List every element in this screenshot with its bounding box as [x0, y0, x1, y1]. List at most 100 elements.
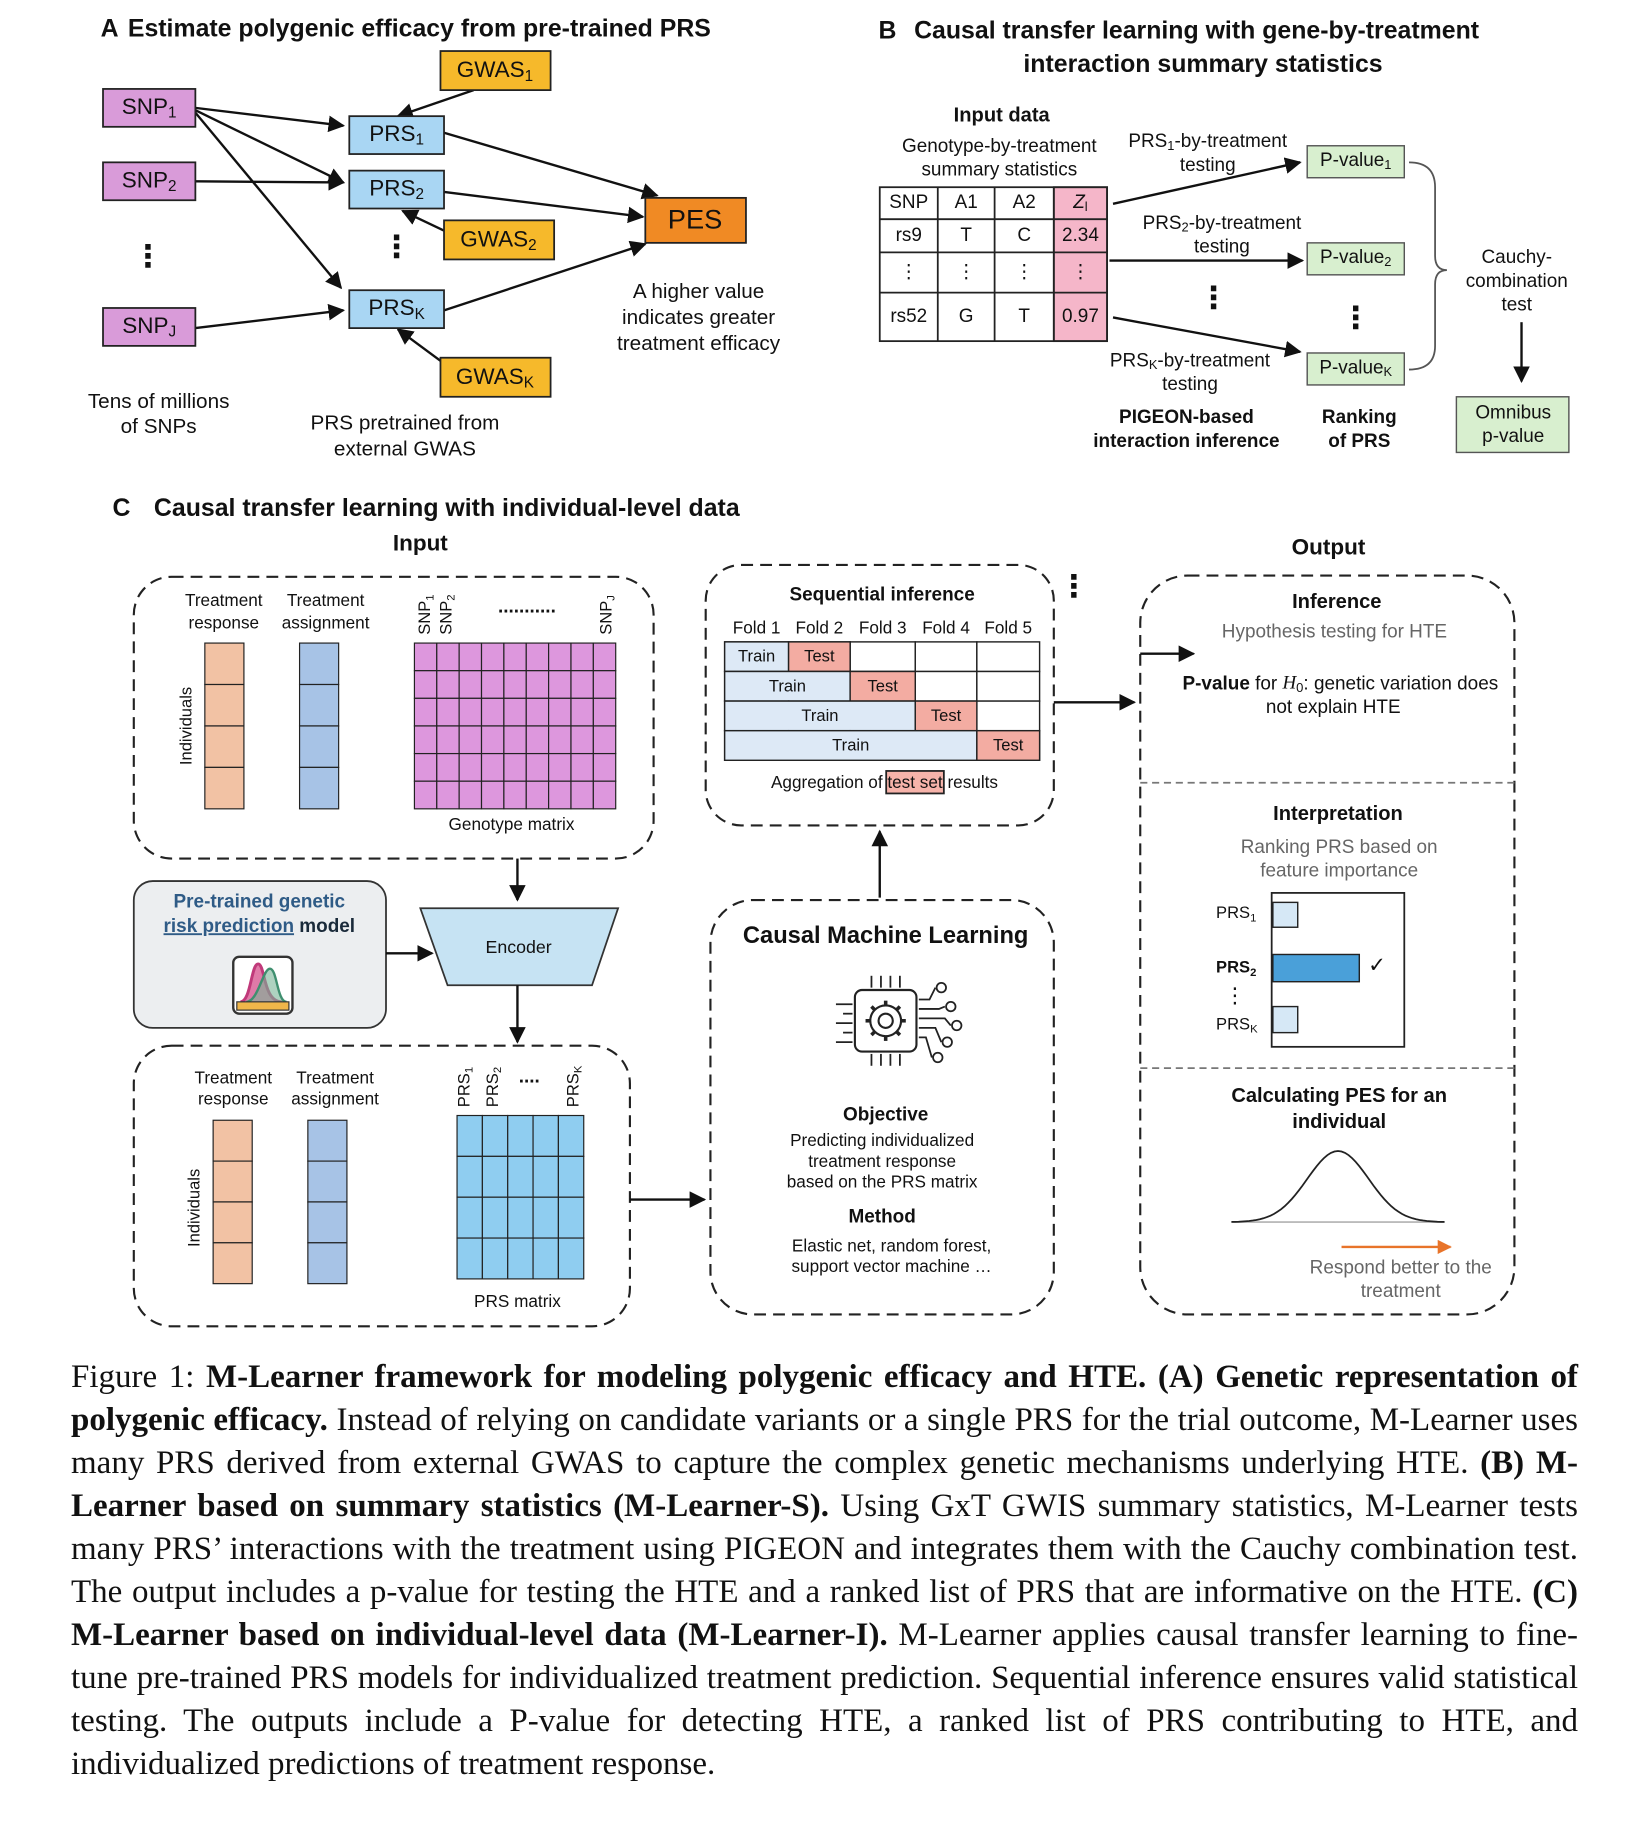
matrix-cell	[212, 1160, 253, 1203]
label: based on the PRS matrix	[787, 1172, 978, 1192]
matrix-cell	[532, 1237, 559, 1280]
label: Fold 4	[922, 617, 970, 637]
matrix-cell	[532, 1114, 559, 1157]
label: test	[1502, 295, 1533, 316]
matrix-cell	[458, 697, 483, 727]
importance-bar	[1272, 953, 1361, 983]
gear-tooth	[895, 1030, 902, 1037]
label: Genotype matrix	[449, 814, 575, 834]
label: GWAS2	[460, 226, 536, 254]
matrix-cell	[307, 1242, 348, 1285]
text-part: PRS	[564, 1073, 583, 1107]
gwas-box	[439, 356, 552, 398]
text-part: for	[1250, 674, 1283, 695]
text-part: 2	[168, 178, 177, 195]
label: Calculating PES for an	[1231, 1085, 1447, 1107]
matrix-cell	[548, 642, 572, 672]
caption-bold: (C) M-Learner based on individual-level …	[71, 1574, 1578, 1653]
label: SNP2	[122, 167, 177, 195]
label: C	[1017, 225, 1031, 246]
matrix-cell	[456, 1114, 483, 1157]
label: Train	[769, 676, 806, 695]
text-part: PRS	[1143, 213, 1182, 234]
label: Encoder	[486, 937, 552, 957]
text-part: J	[168, 324, 176, 341]
matrix-cell	[570, 670, 594, 699]
text-part: 2	[1182, 220, 1189, 235]
label: combination	[1466, 271, 1568, 292]
caption-text: M-Learner applies causal transfer learni…	[71, 1617, 1578, 1782]
label: GWASK	[456, 364, 535, 392]
matrix-cell	[456, 1237, 483, 1280]
label: support vector machine …	[791, 1256, 991, 1276]
label: Test	[931, 706, 962, 725]
text-part: results	[943, 771, 998, 791]
omnibus-box	[1455, 396, 1570, 454]
matrix-cell	[570, 642, 594, 672]
label: Pre-trained genetic	[174, 891, 346, 912]
label: ...........	[498, 597, 556, 618]
matrix-cell	[480, 670, 505, 699]
label: ....	[519, 1067, 540, 1088]
arrow	[1112, 157, 1302, 205]
gear-tooth	[870, 1005, 877, 1012]
fold-cell	[849, 641, 916, 673]
label: response	[198, 1089, 269, 1109]
caption-text: Instead of relying on candidate variants…	[71, 1402, 1578, 1481]
label: of SNPs	[121, 415, 197, 438]
label: PRS2	[369, 176, 424, 204]
matrix-cell	[204, 725, 245, 768]
matrix-cell	[592, 780, 617, 810]
chip-trace	[918, 1036, 933, 1058]
arrow	[195, 106, 346, 133]
label: PRS1-by-treatment	[1128, 131, 1287, 153]
label: P-value2	[1320, 247, 1391, 269]
label: summary statistics	[921, 160, 1077, 181]
label: treatment	[1361, 1281, 1442, 1302]
matrix-cell	[570, 697, 594, 727]
panel-title: interaction summary statistics	[1023, 50, 1382, 78]
label: Fold 5	[984, 617, 1032, 637]
label: Interpretation	[1273, 803, 1403, 825]
matrix-cell	[570, 780, 594, 810]
label: ⋮	[899, 261, 918, 282]
label: PRS2	[483, 1067, 504, 1107]
label: PRSK	[368, 295, 425, 323]
text-part: PRS	[1110, 350, 1149, 371]
label: ⋮	[1015, 261, 1034, 282]
text-part: P-value	[1320, 247, 1384, 268]
chip-icon	[853, 988, 918, 1053]
label: Test	[993, 735, 1024, 754]
text-part: 1	[416, 132, 425, 149]
matrix-cell	[436, 752, 460, 782]
matrix-cell	[204, 642, 245, 686]
label: external GWAS	[334, 438, 476, 461]
fold-cell	[914, 641, 978, 673]
label: Fold 3	[859, 617, 907, 637]
label: SNPJ	[122, 313, 176, 341]
label: PRS matrix	[474, 1291, 561, 1311]
label: SNPJ	[597, 595, 618, 635]
text-part: test set	[887, 771, 943, 791]
importance-bar	[1272, 901, 1299, 928]
input-box	[132, 575, 655, 860]
matrix-cell	[532, 1155, 559, 1198]
matrix-cell	[503, 752, 527, 782]
matrix-cell	[212, 1242, 253, 1285]
table-frame	[878, 186, 1108, 343]
text-part: 1	[168, 105, 177, 122]
label: PRS1	[455, 1067, 476, 1107]
text-part: 2	[446, 594, 458, 600]
label: Fold 2	[796, 617, 844, 637]
text-part: K	[1384, 365, 1393, 380]
matrix-cell	[298, 683, 340, 727]
matrix-cell	[298, 642, 340, 686]
text-part: K	[1250, 1024, 1258, 1036]
matrix-cell	[525, 725, 550, 755]
label: Test	[868, 676, 899, 695]
prs-input-box	[132, 1044, 631, 1328]
text-part: 2	[1250, 967, 1256, 979]
density-curve	[1231, 1150, 1445, 1223]
text-part: 1	[1250, 912, 1256, 924]
text-part: 1	[424, 594, 436, 600]
